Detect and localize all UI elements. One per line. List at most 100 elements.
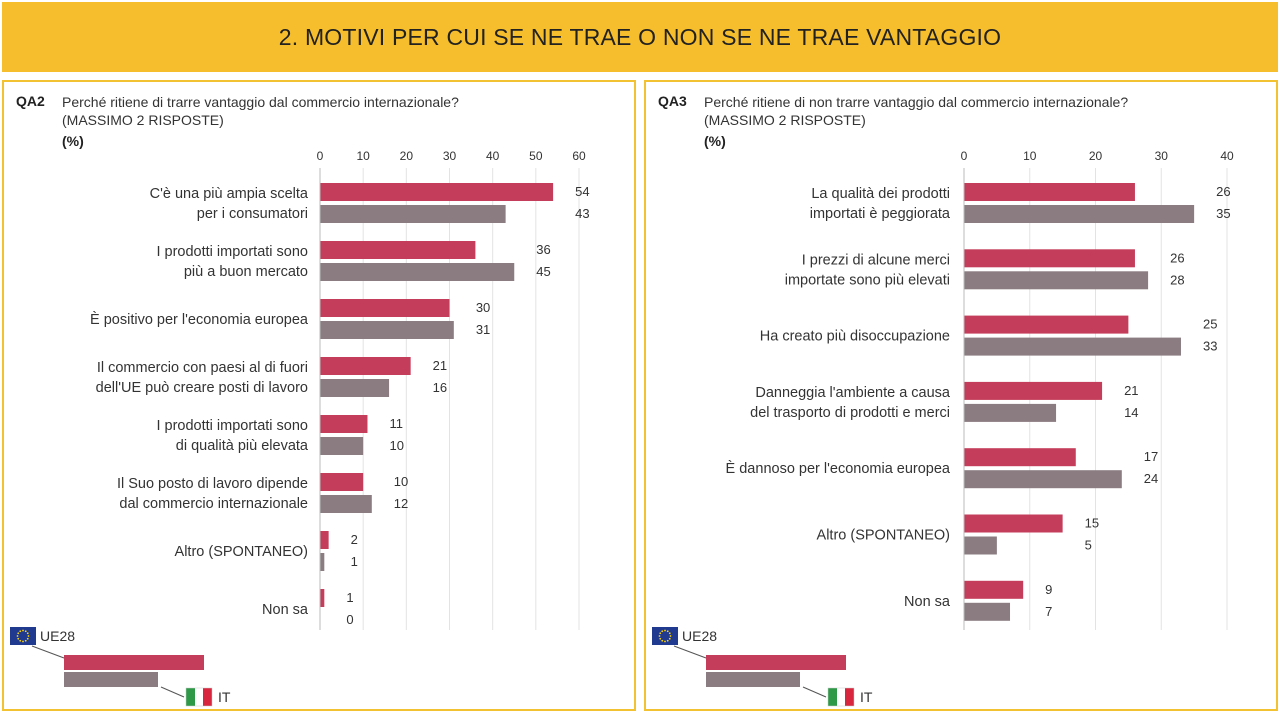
value-label-ue28: 21 xyxy=(1124,383,1138,398)
value-label-it: 43 xyxy=(575,206,589,221)
eu-flag-star xyxy=(27,635,30,637)
value-label-ue28: 21 xyxy=(433,358,447,373)
bar-it xyxy=(320,321,454,339)
bar-ue28 xyxy=(320,241,476,259)
eu-flag-icon xyxy=(652,627,678,645)
category-label: importate sono più elevati xyxy=(785,272,950,288)
eu-flag-star xyxy=(22,640,24,643)
category-label: per i consumatori xyxy=(197,206,308,222)
eu-flag-star xyxy=(19,639,22,642)
page-title: 2. MOTIVI PER CUI SE NE TRAE O NON SE NE… xyxy=(278,23,1002,50)
x-tick-label: 0 xyxy=(317,149,324,163)
value-label-it: 16 xyxy=(433,380,447,395)
category-label: più a buon mercato xyxy=(184,264,308,280)
category-label: importati è peggiorata xyxy=(810,206,951,222)
category-label: Danneggia l'ambiente a causa xyxy=(755,385,951,401)
bar-ue28 xyxy=(964,448,1076,467)
category-label: Non sa xyxy=(904,594,951,610)
category-label: È positivo per l'economia europea xyxy=(90,311,309,328)
category-label: di qualità più elevata xyxy=(176,438,309,454)
value-label-it: 14 xyxy=(1124,405,1138,420)
eu-flag-star xyxy=(19,630,22,633)
value-label-it: 31 xyxy=(476,322,490,337)
bar-it xyxy=(320,205,506,223)
value-label-ue28: 30 xyxy=(476,300,490,315)
x-tick-label: 20 xyxy=(1089,149,1103,163)
eu-flag-star xyxy=(26,637,29,640)
eu-flag-star xyxy=(22,629,24,632)
x-tick-label: 40 xyxy=(486,149,500,163)
category-label: Altro (SPONTANEO) xyxy=(817,528,950,544)
value-label-it: 10 xyxy=(389,438,403,453)
value-label-it: 45 xyxy=(536,264,550,279)
legend-swatch-it xyxy=(706,672,800,687)
legend-leader-it xyxy=(160,686,185,698)
bar-ue28 xyxy=(964,381,1103,400)
x-tick-label: 40 xyxy=(1220,149,1234,163)
bar-chart-qa2: 0 10 20 30 40 50 60C'è una più ampia sceltaper… xyxy=(10,149,590,707)
value-label-it: 1 xyxy=(351,554,358,569)
legend-label-it: IT xyxy=(860,689,873,705)
italy-flag-border xyxy=(827,687,855,707)
legend-label-ue28: UE28 xyxy=(40,628,75,644)
question-text: Perché ritiene di non trarre vantaggio d… xyxy=(704,94,1129,128)
value-label-ue28: 10 xyxy=(394,474,408,489)
bar-it xyxy=(964,271,1149,290)
x-tick-label: 30 xyxy=(443,149,457,163)
italy-flag-border xyxy=(185,687,213,707)
bar-it xyxy=(964,337,1181,356)
category-label: Altro (SPONTANEO) xyxy=(175,544,308,560)
value-label-ue28: 15 xyxy=(1085,516,1099,531)
value-label-ue28: 1 xyxy=(346,590,353,605)
value-label-it: 33 xyxy=(1203,339,1217,354)
eu-flag-icon xyxy=(10,627,36,645)
value-label-ue28: 25 xyxy=(1203,317,1217,332)
category-label: dell'UE può creare posti di lavoro xyxy=(96,380,308,396)
category-label: Non sa xyxy=(262,602,309,618)
eu-flag-star xyxy=(669,635,672,637)
eu-flag-star xyxy=(666,630,669,633)
italy-flag-icon xyxy=(185,687,213,707)
value-label-ue28: 36 xyxy=(536,242,550,257)
bar-ue28 xyxy=(320,531,329,549)
category-label: I prodotti importati sono xyxy=(156,418,308,434)
value-label-it: 7 xyxy=(1045,604,1052,619)
italy-flag-white xyxy=(837,688,845,706)
value-label-ue28: 11 xyxy=(389,416,403,431)
bar-it xyxy=(320,495,372,513)
bar-ue28 xyxy=(320,415,368,433)
value-label-ue28: 17 xyxy=(1144,449,1158,464)
legend-leader-ue28 xyxy=(673,645,707,659)
category-label: I prodotti importati sono xyxy=(156,244,308,260)
value-label-ue28: 26 xyxy=(1216,184,1230,199)
italy-flag-icon xyxy=(827,687,855,707)
x-tick-label: 10 xyxy=(356,149,370,163)
legend: UE28 IT xyxy=(652,627,873,707)
eu-flag-star xyxy=(17,632,20,635)
legend: UE28 IT xyxy=(10,627,231,707)
category-label: del trasporto di prodotti e merci xyxy=(750,405,950,421)
eu-flag-star xyxy=(24,630,27,633)
eu-flag-field xyxy=(652,627,678,645)
bar-it xyxy=(320,437,364,455)
category-label: Il Suo posto di lavoro dipende xyxy=(117,476,308,492)
legend-swatch-ue28 xyxy=(706,655,846,670)
question-code: QA2 xyxy=(16,93,45,109)
category-label: È dannoso per l'economia europea xyxy=(726,460,951,477)
value-label-ue28: 2 xyxy=(351,532,358,547)
value-label-it: 28 xyxy=(1170,272,1184,287)
x-tick-label: 60 xyxy=(572,149,586,163)
eu-flag-star xyxy=(659,637,662,640)
unit-label: (%) xyxy=(704,133,726,149)
bar-ue28 xyxy=(320,183,554,201)
eu-flag-star xyxy=(664,640,666,643)
bar-it xyxy=(320,379,390,397)
eu-flag-star xyxy=(659,632,662,635)
question-code: QA3 xyxy=(658,93,687,109)
bar-it xyxy=(964,205,1195,223)
eu-flag-field xyxy=(10,627,36,645)
bar-it xyxy=(320,263,515,281)
bar-ue28 xyxy=(320,473,364,491)
panel-qa2: QA2 Perché ritiene di trarre vantaggio d… xyxy=(2,80,636,711)
x-tick-label: 10 xyxy=(1023,149,1037,163)
